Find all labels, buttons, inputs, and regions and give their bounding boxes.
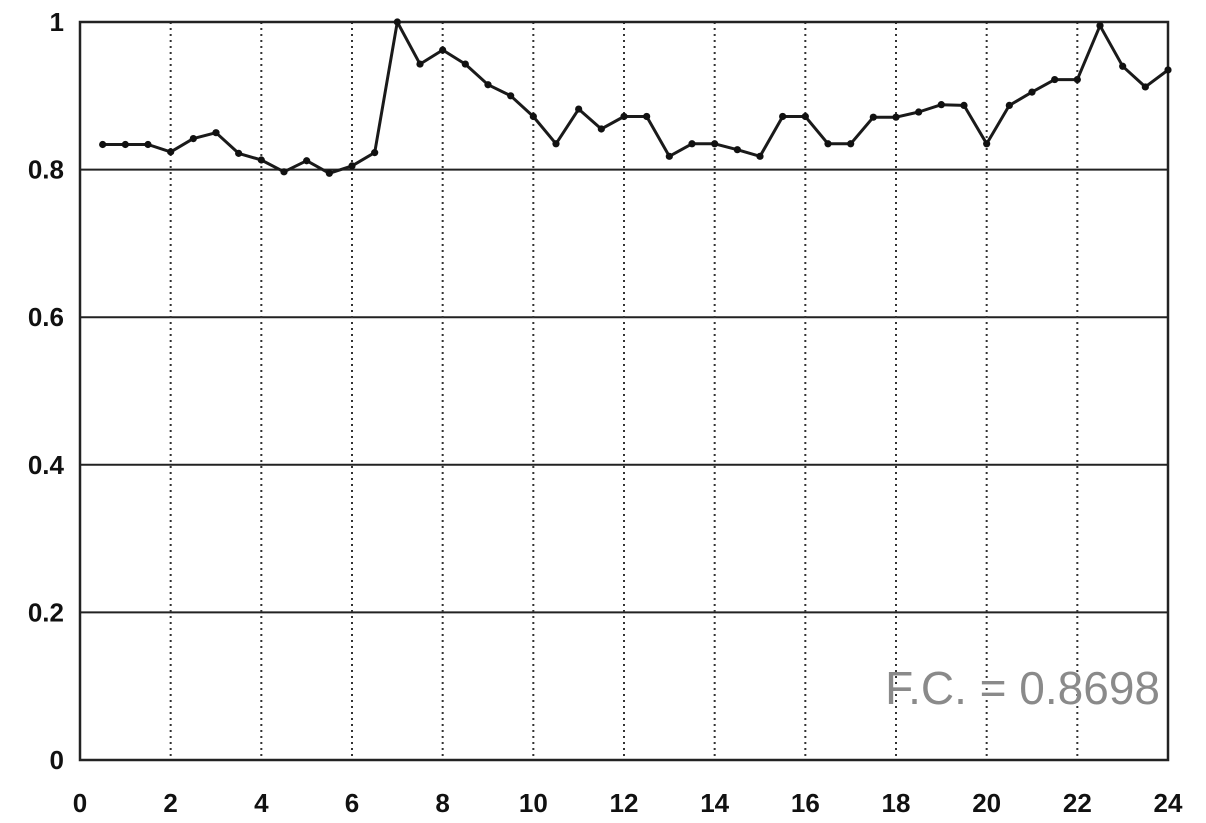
- x-tick-label: 16: [791, 788, 820, 818]
- data-point: [847, 140, 855, 148]
- data-point: [915, 108, 923, 116]
- y-tick-label: 0.2: [28, 597, 64, 627]
- x-tick-label: 24: [1154, 788, 1183, 818]
- data-point: [1073, 75, 1081, 84]
- data-point: [960, 101, 968, 109]
- data-point: [688, 140, 696, 148]
- data-point: [484, 81, 492, 89]
- data-point: [711, 140, 719, 148]
- data-point: [461, 60, 469, 68]
- plot-frame: [78, 20, 1170, 762]
- data-point: [416, 60, 424, 68]
- series-group: [99, 18, 1172, 177]
- x-tick-label: 0: [73, 788, 87, 818]
- x-tick-label: 4: [254, 788, 269, 818]
- data-point: [393, 18, 401, 26]
- x-tick-label: 10: [519, 788, 548, 818]
- data-point: [99, 140, 107, 149]
- y-tick-label: 0: [50, 745, 64, 775]
- y-tick-label: 1: [50, 7, 64, 37]
- data-point: [257, 156, 265, 164]
- data-point: [552, 140, 560, 148]
- x-tick-label: 6: [345, 788, 359, 818]
- data-point: [439, 46, 447, 54]
- y-tick-labels: 0 0.2 0.4 0.6 0.8 1: [28, 7, 65, 775]
- x-tick-label: 18: [882, 788, 911, 818]
- x-tick-label: 22: [1063, 788, 1092, 818]
- data-point: [189, 135, 197, 143]
- data-point: [1051, 75, 1059, 84]
- x-tick-label: 12: [610, 788, 639, 818]
- data-point: [348, 162, 356, 170]
- data-point: [212, 129, 220, 137]
- series-line: [102, 20, 1169, 175]
- data-point: [779, 112, 787, 121]
- data-point: [1028, 88, 1036, 96]
- data-point: [665, 152, 673, 160]
- data-point: [756, 152, 764, 160]
- data-point: [983, 140, 991, 148]
- fc-annotation: F.C. = 0.8698: [885, 662, 1160, 714]
- data-point: [892, 113, 900, 121]
- x-tick-label: 8: [435, 788, 449, 818]
- data-point: [144, 140, 152, 149]
- data-point: [167, 148, 175, 156]
- y-tick-label: 0.8: [28, 155, 64, 185]
- data-point: [371, 149, 379, 157]
- data-point: [507, 92, 515, 100]
- data-point: [1005, 101, 1013, 109]
- data-point: [1096, 22, 1104, 30]
- data-point: [937, 101, 945, 109]
- data-point: [575, 105, 583, 113]
- data-point: [824, 140, 832, 148]
- y-tick-label: 0.4: [28, 450, 65, 480]
- data-point: [303, 157, 311, 165]
- data-point: [597, 125, 605, 133]
- x-gridlines: [169, 22, 1079, 760]
- x-tick-labels: 0 2 4 6 8 10 12 14 16 18 20 22 24: [73, 788, 1183, 818]
- data-point: [643, 112, 651, 121]
- data-point: [733, 146, 741, 154]
- y-tick-label: 0.6: [28, 302, 64, 332]
- data-point: [280, 168, 288, 176]
- data-point: [1164, 66, 1172, 74]
- x-tick-label: 2: [163, 788, 177, 818]
- data-point: [620, 112, 628, 121]
- data-point: [121, 140, 129, 149]
- data-point: [1141, 83, 1149, 91]
- data-point: [801, 112, 809, 121]
- x-tick-label: 20: [972, 788, 1001, 818]
- data-point: [529, 112, 537, 121]
- data-point: [235, 149, 243, 157]
- data-point: [1119, 62, 1127, 70]
- data-point: [325, 169, 333, 177]
- data-point: [869, 113, 877, 121]
- x-tick-label: 14: [700, 788, 729, 818]
